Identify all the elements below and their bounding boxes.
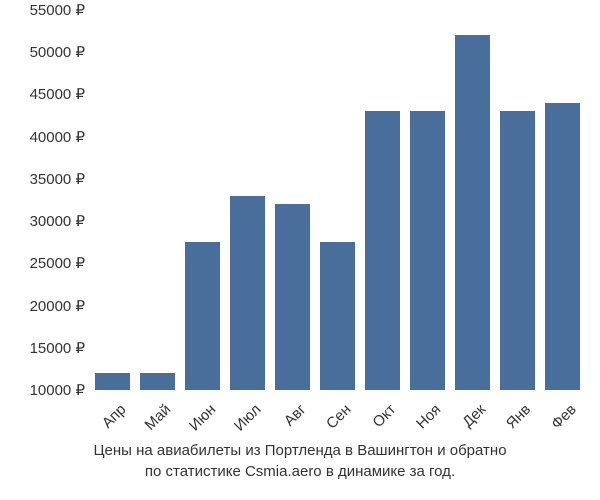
x-tick-label: Фев	[548, 401, 580, 433]
x-tick-label: Июн	[186, 401, 219, 434]
y-tick-label: 10000 ₽	[0, 381, 85, 399]
y-tick-label: 50000 ₽	[0, 43, 85, 61]
y-tick-label: 35000 ₽	[0, 170, 85, 188]
x-tick-label: Янв	[503, 401, 534, 432]
chart-container	[90, 10, 585, 390]
bar	[185, 242, 220, 390]
y-tick-label: 40000 ₽	[0, 128, 85, 146]
x-tick-label: Июл	[231, 401, 265, 435]
y-tick-label: 30000 ₽	[0, 212, 85, 230]
bar	[455, 35, 490, 390]
x-tick-label: Апр	[99, 401, 130, 432]
bar	[95, 373, 130, 390]
x-tick-label: Окт	[370, 401, 400, 431]
y-tick-label: 45000 ₽	[0, 85, 85, 103]
x-tick-label: Дек	[460, 401, 490, 431]
y-tick-label: 15000 ₽	[0, 339, 85, 357]
y-tick-label: 20000 ₽	[0, 297, 85, 315]
bar	[230, 196, 265, 390]
caption-line-2: по статистике Csmia.aero в динамике за г…	[145, 463, 455, 480]
bar	[320, 242, 355, 390]
x-axis: Апр Май Июн Июл Авг Сен Окт Ноя Дек Янв Фев	[90, 395, 585, 445]
x-tick-label: Ноя	[413, 401, 444, 432]
y-tick-label: 55000 ₽	[0, 1, 85, 19]
x-tick-label: Май	[142, 401, 175, 434]
bar	[500, 111, 535, 390]
y-axis: 10000 ₽15000 ₽20000 ₽25000 ₽30000 ₽35000…	[0, 10, 85, 390]
bar	[410, 111, 445, 390]
bar	[545, 103, 580, 390]
bar	[140, 373, 175, 390]
bar	[365, 111, 400, 390]
x-tick-label: Сен	[323, 401, 354, 432]
plot-area	[90, 10, 585, 390]
y-tick-label: 25000 ₽	[0, 254, 85, 272]
chart-caption: Цены на авиабилеты из Портленда в Вашинг…	[0, 440, 600, 482]
bar	[275, 204, 310, 390]
x-tick-label: Авг	[281, 401, 310, 430]
caption-line-1: Цены на авиабилеты из Портленда в Вашинг…	[93, 442, 506, 459]
